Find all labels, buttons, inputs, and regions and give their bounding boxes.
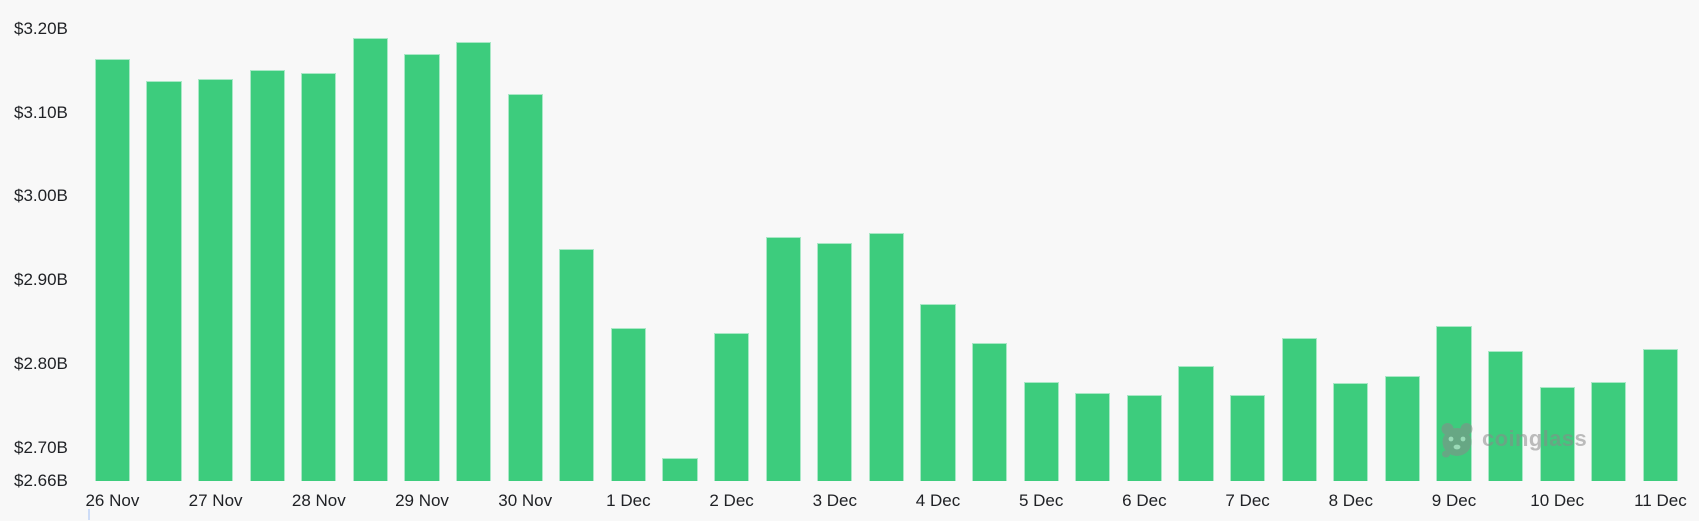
y-axis-tick-label: $3.10B bbox=[14, 102, 68, 122]
x-axis-tick-label: 28 Nov bbox=[291, 491, 346, 510]
x-axis-tick-label: 10 Dec bbox=[1530, 491, 1585, 510]
bar[interactable] bbox=[662, 457, 698, 481]
y-axis-tick-label: $3.00B bbox=[14, 186, 68, 206]
x-axis-tick-label: 26 Nov bbox=[85, 491, 140, 510]
y-axis-tick-label: $2.66B bbox=[14, 471, 68, 490]
y-axis-tick-label: $3.20B bbox=[14, 19, 68, 38]
x-axis-tick-label: 9 Dec bbox=[1431, 491, 1477, 510]
bar[interactable] bbox=[1333, 383, 1369, 481]
bar[interactable] bbox=[817, 242, 853, 481]
bar[interactable] bbox=[1436, 326, 1472, 481]
x-axis-tick-label: 4 Dec bbox=[915, 491, 961, 510]
bar[interactable] bbox=[1487, 351, 1524, 481]
bar[interactable] bbox=[455, 42, 492, 481]
x-axis-tick-label: 6 Dec bbox=[1122, 491, 1167, 510]
x-axis-tick-label: 30 Nov bbox=[498, 491, 553, 510]
bar[interactable] bbox=[94, 59, 131, 481]
x-axis-tick-label: 11 Dec bbox=[1634, 491, 1687, 510]
x-axis-tick-label: 27 Nov bbox=[188, 491, 243, 510]
x-axis-tick-label: 5 Dec bbox=[1018, 491, 1064, 510]
bar[interactable] bbox=[301, 72, 337, 481]
bar[interactable] bbox=[868, 233, 905, 481]
bar[interactable] bbox=[197, 79, 234, 481]
bar[interactable] bbox=[1281, 337, 1317, 481]
bar[interactable] bbox=[1642, 348, 1679, 481]
y-axis-tick-label: $2.70B bbox=[14, 437, 68, 457]
bar[interactable] bbox=[610, 327, 647, 481]
bar[interactable] bbox=[1178, 366, 1214, 481]
bar[interactable] bbox=[971, 342, 1008, 481]
bar[interactable] bbox=[1023, 382, 1059, 481]
bar[interactable] bbox=[920, 304, 956, 481]
x-axis-tick-label: 2 Dec bbox=[709, 491, 754, 510]
x-axis-tick-label: 29 Nov bbox=[395, 491, 449, 510]
bar[interactable] bbox=[713, 332, 750, 481]
bar[interactable] bbox=[1075, 393, 1111, 481]
bar[interactable] bbox=[507, 93, 543, 481]
y-axis-tick-label: $2.90B bbox=[14, 270, 68, 290]
y-axis-tick-label: $2.80B bbox=[14, 353, 68, 373]
bar[interactable] bbox=[1539, 387, 1575, 481]
bar[interactable] bbox=[352, 38, 389, 481]
x-axis-tick-label: 1 Dec bbox=[606, 491, 651, 510]
x-axis-tick-label: 8 Dec bbox=[1328, 491, 1374, 510]
bar[interactable] bbox=[1591, 382, 1627, 481]
bar[interactable] bbox=[249, 70, 285, 481]
bar[interactable] bbox=[1229, 394, 1266, 481]
bar[interactable] bbox=[1126, 394, 1163, 481]
bar[interactable] bbox=[765, 237, 801, 481]
x-axis-tick-label: 7 Dec bbox=[1225, 491, 1270, 510]
x-axis-tick-label: 3 Dec bbox=[812, 491, 858, 510]
bar[interactable] bbox=[1384, 375, 1421, 481]
bar[interactable] bbox=[146, 80, 182, 481]
bar[interactable] bbox=[404, 54, 440, 481]
axis-edge-tick bbox=[88, 509, 90, 520]
bar[interactable] bbox=[559, 249, 595, 481]
